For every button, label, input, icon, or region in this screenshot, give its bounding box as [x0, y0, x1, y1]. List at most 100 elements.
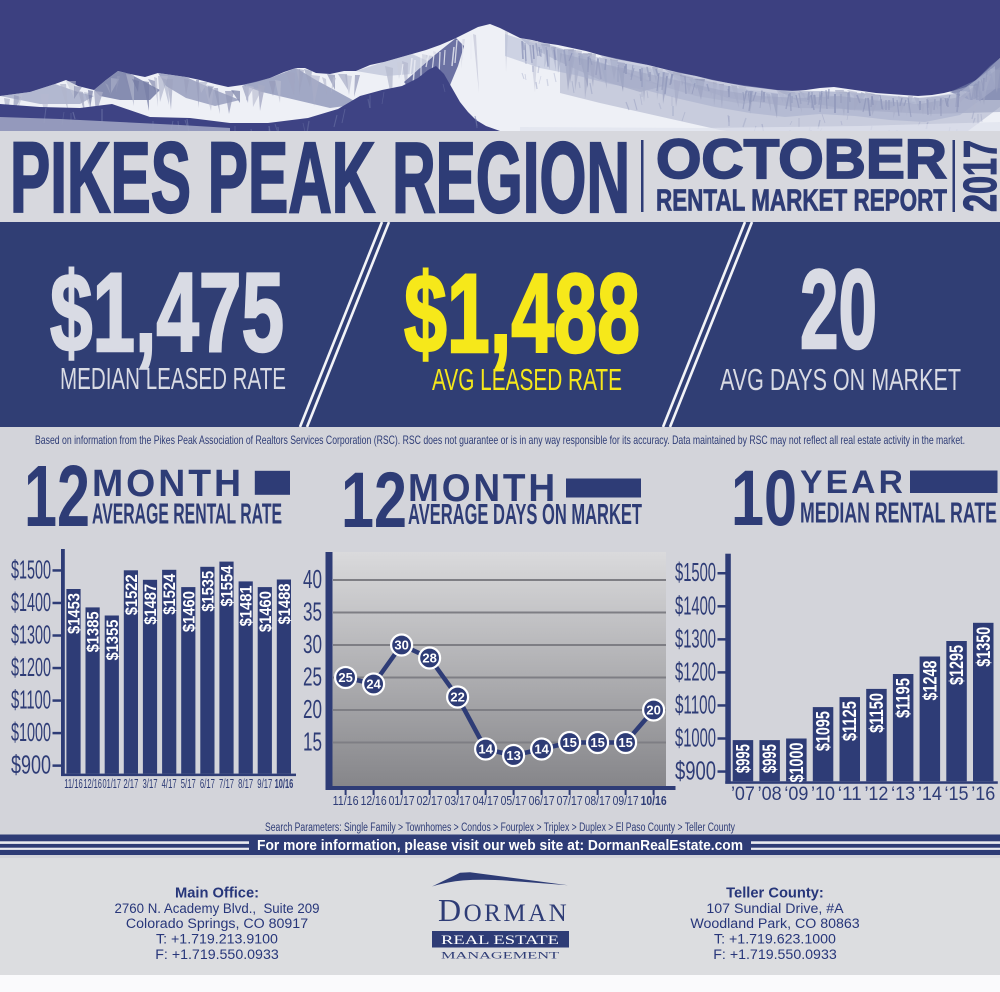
svg-text:7/17: 7/17 — [219, 777, 234, 791]
svg-text:28: 28 — [422, 651, 436, 666]
svg-text:04/17: 04/17 — [473, 794, 499, 808]
svg-text:’10: ’10 — [811, 784, 835, 805]
svg-text:$1300: $1300 — [675, 623, 716, 653]
svg-text:AVERAGE RENTAL RATE: AVERAGE RENTAL RATE — [92, 499, 282, 531]
svg-text:’08: ’08 — [758, 784, 782, 805]
svg-text:06/17: 06/17 — [529, 794, 555, 808]
svg-text:$1400: $1400 — [675, 590, 716, 620]
svg-text:25: 25 — [303, 662, 322, 692]
svg-text:T: +1.719.213.9100: T: +1.719.213.9100 — [156, 932, 278, 948]
svg-text:$1481: $1481 — [238, 585, 256, 626]
svg-text:01/17: 01/17 — [103, 777, 122, 791]
svg-text:6/17: 6/17 — [200, 777, 215, 791]
svg-text:T: +1.719.623.1000: T: +1.719.623.1000 — [714, 932, 836, 948]
svg-text:05/17: 05/17 — [501, 794, 527, 808]
svg-text:14: 14 — [478, 742, 493, 757]
svg-text:03/17: 03/17 — [445, 794, 471, 808]
svg-text:$1095: $1095 — [814, 711, 835, 751]
svg-text:’12: ’12 — [864, 784, 888, 805]
svg-text:2/17: 2/17 — [123, 777, 138, 791]
svg-text:$1453: $1453 — [66, 593, 84, 634]
svg-text:AVG LEASED RATE: AVG LEASED RATE — [432, 362, 622, 397]
svg-text:Search Parameters: Single Fami: Search Parameters: Single Family > Townh… — [265, 822, 735, 834]
svg-text:$1385: $1385 — [85, 611, 103, 652]
svg-text:MANAGEMENT: MANAGEMENT — [441, 951, 560, 961]
svg-text:MONTH: MONTH — [92, 463, 244, 505]
svg-text:MEDIAN LEASED RATE: MEDIAN LEASED RATE — [60, 361, 286, 396]
svg-text:$1355: $1355 — [104, 620, 122, 661]
svg-text:’16: ’16 — [971, 784, 995, 805]
svg-text:22: 22 — [450, 690, 464, 705]
svg-text:11/16: 11/16 — [333, 794, 359, 808]
svg-text:‘09: ‘09 — [784, 784, 808, 805]
svg-text:OCTOBER: OCTOBER — [656, 127, 947, 190]
svg-text:$1524: $1524 — [161, 573, 179, 615]
svg-text:F: +1.719.550.0933: F: +1.719.550.0933 — [155, 947, 279, 963]
svg-text:9/17: 9/17 — [257, 777, 272, 791]
svg-text:$995: $995 — [734, 744, 755, 773]
svg-text:10/16: 10/16 — [641, 794, 667, 808]
svg-text:PIKES PEAK REGION: PIKES PEAK REGION — [10, 122, 630, 234]
svg-text:$900: $900 — [675, 756, 716, 786]
svg-text:12: 12 — [341, 455, 407, 544]
svg-text:MEDIAN RENTAL RATE: MEDIAN RENTAL RATE — [800, 498, 997, 530]
svg-text:$1000: $1000 — [675, 722, 716, 752]
svg-text:Woodland Park, CO 80863: Woodland Park, CO 80863 — [690, 916, 859, 932]
svg-text:20: 20 — [303, 694, 322, 724]
svg-text:107 Sundial Drive, #A: 107 Sundial Drive, #A — [706, 901, 844, 917]
svg-text:07/17: 07/17 — [557, 794, 583, 808]
svg-text:$1150: $1150 — [867, 693, 888, 733]
svg-text:$1100: $1100 — [11, 685, 51, 715]
svg-text:$1,475: $1,475 — [50, 250, 284, 375]
svg-text:01/17: 01/17 — [389, 794, 415, 808]
svg-text:‘13: ‘13 — [891, 784, 915, 805]
svg-text:$1488: $1488 — [276, 584, 294, 625]
svg-text:5/17: 5/17 — [181, 777, 196, 791]
svg-text:$1000: $1000 — [787, 743, 808, 783]
svg-text:25: 25 — [338, 670, 352, 685]
svg-text:11/16: 11/16 — [64, 777, 83, 791]
svg-text:30: 30 — [394, 638, 408, 653]
svg-text:$1000: $1000 — [11, 717, 51, 747]
svg-text:15: 15 — [303, 727, 322, 757]
svg-text:2760 N. Academy Blvd., Suite: 2760 N. Academy Blvd., Suite 209 — [115, 901, 320, 917]
svg-text:MONTH: MONTH — [408, 467, 558, 510]
svg-text:$1460: $1460 — [180, 591, 198, 632]
svg-text:AVERAGE DAYS ON MARKET: AVERAGE DAYS ON MARKET — [408, 499, 642, 531]
svg-text:12/16: 12/16 — [83, 777, 102, 791]
svg-text:$1200: $1200 — [675, 656, 716, 686]
svg-text:RENTAL MARKET REPORT: RENTAL MARKET REPORT — [656, 183, 947, 218]
svg-text:$1554: $1554 — [219, 565, 237, 607]
svg-text:15: 15 — [590, 735, 604, 750]
svg-text:Main Office:: Main Office: — [175, 885, 259, 901]
svg-text:14: 14 — [534, 742, 549, 757]
svg-text:$1400: $1400 — [11, 587, 51, 617]
svg-text:35: 35 — [303, 597, 322, 627]
svg-text:30: 30 — [303, 629, 322, 659]
svg-text:REAL ESTATE: REAL ESTATE — [441, 933, 560, 947]
svg-text:Based on information from the: Based on information from the Pikes Peak… — [35, 433, 965, 447]
svg-text:08/17: 08/17 — [585, 794, 611, 808]
svg-text:02/17: 02/17 — [417, 794, 443, 808]
svg-text:4/17: 4/17 — [162, 777, 177, 791]
svg-text:$1200: $1200 — [11, 652, 51, 682]
svg-text:$1350: $1350 — [974, 627, 995, 667]
svg-text:‘15: ‘15 — [945, 784, 969, 805]
svg-text:10: 10 — [731, 453, 797, 542]
svg-text:YEAR: YEAR — [800, 464, 906, 500]
svg-text:15: 15 — [562, 735, 576, 750]
svg-text:’07: ’07 — [731, 784, 755, 805]
svg-text:3/17: 3/17 — [143, 777, 158, 791]
svg-text:12/16: 12/16 — [361, 794, 387, 808]
svg-text:$1500: $1500 — [675, 557, 716, 587]
svg-text:$1300: $1300 — [11, 619, 51, 649]
svg-text:2017: 2017 — [954, 140, 1000, 212]
svg-text:12: 12 — [24, 448, 90, 545]
svg-text:For more information, please v: For more information, please visit our w… — [257, 838, 743, 854]
svg-text:AVG DAYS ON MARKET: AVG DAYS ON MARKET — [720, 362, 961, 397]
svg-text:F: +1.719.550.0933: F: +1.719.550.0933 — [713, 947, 837, 963]
svg-text:10/16: 10/16 — [275, 777, 294, 791]
svg-text:$1195: $1195 — [894, 678, 915, 718]
svg-text:09/17: 09/17 — [613, 794, 639, 808]
svg-text:$1100: $1100 — [675, 689, 716, 719]
